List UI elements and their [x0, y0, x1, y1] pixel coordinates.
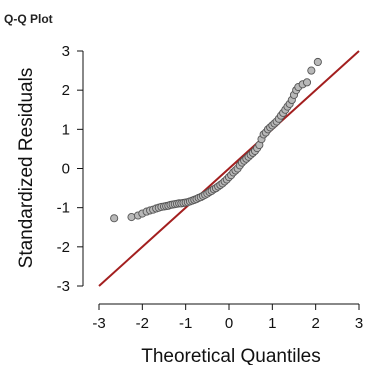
y-tick-label: 2 — [62, 82, 70, 99]
x-tick-label: 2 — [311, 315, 319, 332]
y-axis-ticks: 3 2 1 0 -1 -2 -3 — [57, 43, 83, 295]
data-point — [110, 214, 119, 223]
data-point — [127, 213, 136, 222]
x-tick-label: -1 — [179, 315, 192, 332]
x-axis-ticks: -3 -2 -1 0 1 2 3 — [92, 304, 363, 332]
x-tick-label: -3 — [92, 315, 105, 332]
reference-line — [98, 50, 360, 287]
y-tick-label: -2 — [57, 239, 70, 256]
x-tick-label: 3 — [355, 315, 363, 332]
chart-title: Q-Q Plot — [4, 12, 53, 26]
data-point — [313, 57, 322, 67]
x-tick-label: 0 — [225, 315, 233, 332]
y-tick-label: 3 — [62, 43, 70, 60]
y-axis-label: Standardized Residuals — [16, 68, 37, 269]
x-tick-label: 1 — [268, 315, 276, 332]
data-point — [302, 78, 312, 87]
x-axis-label: Theoretical Quantiles — [141, 346, 321, 365]
x-tick-label: -2 — [136, 315, 149, 332]
y-tick-label: 1 — [62, 121, 70, 138]
y-tick-label: 0 — [62, 161, 70, 178]
data-points — [110, 57, 322, 223]
y-tick-label: -1 — [57, 200, 70, 217]
y-tick-label: -3 — [57, 278, 70, 295]
data-point — [307, 66, 316, 75]
